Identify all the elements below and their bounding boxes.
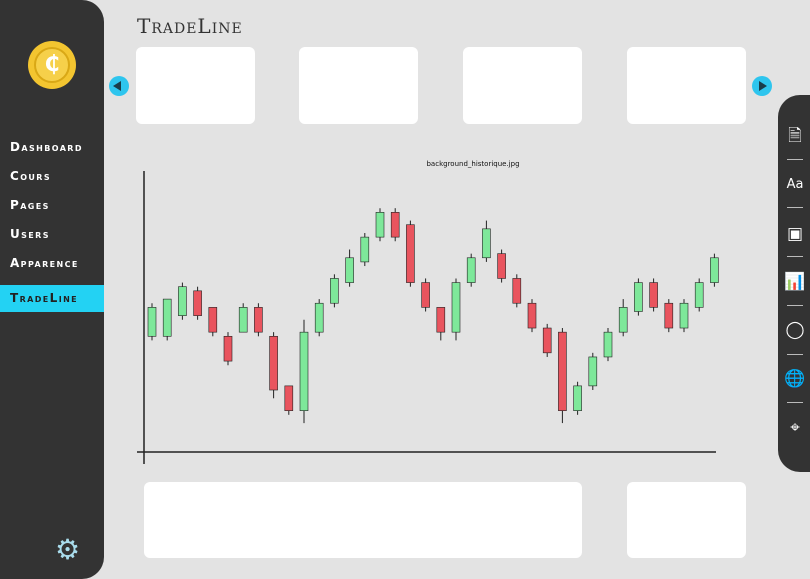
candle-down bbox=[421, 282, 430, 308]
candle-up bbox=[710, 257, 719, 283]
candle-down bbox=[497, 253, 506, 279]
coin-icon: ₵ bbox=[34, 47, 70, 83]
bottom-panel-left bbox=[144, 482, 582, 558]
candle-up bbox=[588, 356, 598, 387]
candle-down bbox=[527, 302, 537, 329]
sidebar-item-dashboard[interactable]: Dashboard bbox=[10, 140, 83, 154]
candle-up bbox=[330, 278, 339, 304]
image-icon[interactable]: ▣ bbox=[786, 224, 804, 244]
sidebar: ₵ Dashboard Cours Pages Users Apparence … bbox=[0, 0, 104, 579]
stat-card-1 bbox=[136, 47, 255, 124]
user-icon[interactable]: ◯ bbox=[785, 320, 805, 340]
candle-up bbox=[360, 236, 370, 263]
toolbar-divider bbox=[787, 354, 803, 355]
candle-down bbox=[649, 282, 658, 308]
candle-up bbox=[618, 307, 628, 333]
gear-icon[interactable]: ⚙ bbox=[55, 533, 81, 566]
sidebar-item-tradeline[interactable]: TradeLine bbox=[0, 285, 104, 312]
stat-card-4 bbox=[627, 47, 746, 124]
carousel-next-button[interactable] bbox=[752, 76, 772, 96]
carousel-prev-button[interactable] bbox=[109, 76, 129, 96]
report-chart-icon[interactable]: 📊 bbox=[784, 272, 806, 292]
candle-down bbox=[223, 335, 233, 362]
candle-up bbox=[178, 286, 187, 316]
logo[interactable]: ₵ bbox=[28, 41, 76, 89]
candle-up bbox=[375, 212, 385, 238]
globe-icon[interactable]: 🌐 bbox=[784, 369, 806, 389]
candle-down bbox=[436, 307, 446, 333]
candle-up bbox=[679, 302, 689, 329]
candle-down bbox=[512, 278, 522, 304]
candle-up bbox=[573, 385, 582, 411]
document-icon[interactable]: 🗎 bbox=[788, 126, 802, 146]
chart-image-label: background_historique.jpg bbox=[426, 160, 519, 168]
candle-up bbox=[162, 298, 172, 337]
candle-down bbox=[269, 335, 278, 391]
candle-down bbox=[558, 331, 567, 411]
candle-down bbox=[542, 327, 552, 354]
candle-up bbox=[482, 228, 491, 259]
candle-down bbox=[193, 290, 202, 316]
sidebar-item-pages[interactable]: Pages bbox=[10, 198, 50, 212]
toolbar-divider bbox=[787, 159, 803, 160]
candle-down bbox=[254, 307, 263, 333]
candle-up bbox=[451, 282, 461, 333]
sidebar-item-apparence[interactable]: Apparence bbox=[10, 256, 79, 270]
page-title: TradeLine bbox=[137, 14, 243, 38]
candle-up bbox=[634, 282, 643, 312]
bottom-panel-right bbox=[627, 482, 746, 558]
right-toolbar: 🗎 Aa ▣ 📊 ◯ 🌐 ⌖ bbox=[778, 95, 810, 472]
map-pin-icon[interactable]: ⌖ bbox=[790, 418, 800, 438]
candle-up bbox=[694, 282, 704, 308]
sidebar-item-cours[interactable]: Cours bbox=[10, 169, 52, 183]
sidebar-item-users[interactable]: Users bbox=[10, 227, 50, 241]
toolbar-divider bbox=[787, 305, 803, 306]
candle-up bbox=[314, 302, 324, 333]
candlestick-chart: background_historique.jpg bbox=[137, 160, 719, 464]
candle-up bbox=[345, 257, 354, 283]
candle-up bbox=[466, 257, 476, 283]
candle-up bbox=[147, 307, 157, 337]
stat-card-2 bbox=[299, 47, 418, 124]
candle-down bbox=[406, 224, 415, 283]
toolbar-divider bbox=[787, 256, 803, 257]
candle-up bbox=[238, 307, 248, 333]
toolbar-divider bbox=[787, 402, 803, 403]
toolbar-divider bbox=[787, 207, 803, 208]
candle-down bbox=[284, 385, 294, 411]
candle-down bbox=[390, 212, 400, 238]
text-font-icon[interactable]: Aa bbox=[786, 177, 804, 192]
candle-down bbox=[208, 307, 218, 333]
candle-up bbox=[299, 331, 309, 411]
stat-card-3 bbox=[463, 47, 582, 124]
candle-down bbox=[664, 302, 674, 329]
candle-up bbox=[603, 331, 613, 358]
